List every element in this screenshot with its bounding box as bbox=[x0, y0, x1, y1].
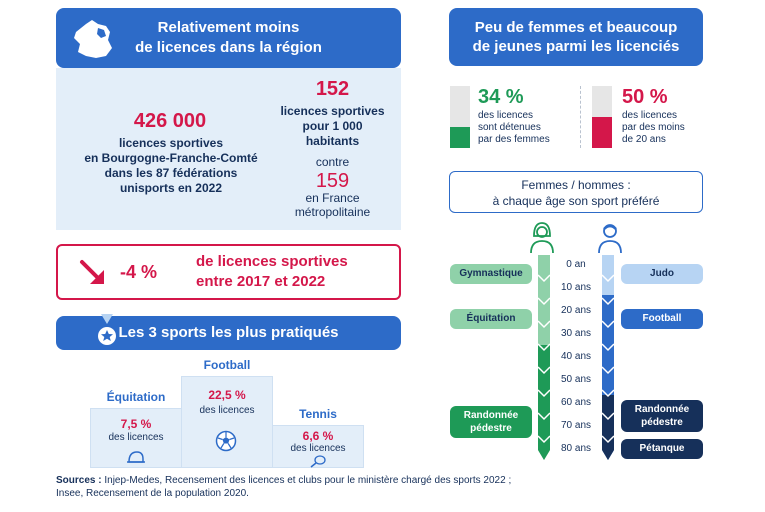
man-icon bbox=[598, 224, 622, 254]
regional-header-line1: Relativement moins bbox=[157, 19, 300, 36]
rando-line: pédestre bbox=[470, 423, 512, 434]
podium-sport-sub: des licences bbox=[199, 405, 255, 416]
per-1000-text-line: pour 1 000 bbox=[302, 119, 363, 133]
podium-tennis bbox=[272, 425, 364, 468]
women-share-bar-fill bbox=[450, 127, 470, 148]
downward-arrow-icon bbox=[80, 260, 104, 284]
age-label: 30 ans bbox=[560, 328, 592, 339]
age-label: 80 ans bbox=[560, 443, 592, 454]
podium-sport-name: Tennis bbox=[299, 407, 337, 421]
men-sport-judo: Judo bbox=[621, 264, 703, 284]
stats-separator bbox=[580, 86, 581, 148]
evolution-percentage: -4 % bbox=[120, 262, 158, 282]
young-share-bar-fill bbox=[592, 117, 612, 148]
young-text-line: de 20 ans bbox=[622, 134, 666, 145]
age-label: 70 ans bbox=[560, 420, 592, 431]
women-text-line: des licences bbox=[478, 110, 534, 121]
licences-per-1000-region: 152 bbox=[315, 78, 350, 100]
licences-text-line: dans les 87 fédérations bbox=[104, 166, 238, 180]
evolution-panel bbox=[56, 244, 401, 300]
podium-sport-pct: 22,5 % bbox=[208, 388, 246, 402]
gender-age-header: Peu de femmes et beaucoup de jeunes parm… bbox=[449, 8, 703, 66]
sources-line2: Insee, Recensement de la population 2020… bbox=[56, 488, 249, 499]
evolution-line2: entre 2017 et 2022 bbox=[196, 273, 326, 290]
gender-header-line1: Peu de femmes et beaucoup bbox=[474, 19, 678, 36]
licences-text-line: unisports en 2022 bbox=[119, 181, 223, 195]
rando-line: pédestre bbox=[641, 417, 683, 428]
podium-sport-sub: des licences bbox=[290, 443, 346, 454]
men-sport-football: Football bbox=[621, 309, 703, 329]
young-text-line: des licences bbox=[622, 110, 678, 121]
sources-label: Sources : bbox=[56, 475, 102, 486]
rando-line: Randonnée bbox=[634, 404, 690, 415]
france-map-icon bbox=[74, 20, 112, 58]
contre-label: contre bbox=[315, 155, 350, 169]
women-share-pct: 34 % bbox=[478, 86, 524, 108]
women-text-line: par des femmes bbox=[478, 134, 550, 145]
licences-text-line: licences sportives bbox=[118, 136, 224, 150]
young-text-line: par des moins bbox=[622, 122, 685, 133]
rando-line: Randonnée bbox=[463, 410, 519, 421]
tennis-racket-icon bbox=[310, 455, 326, 468]
evolution-description: de licences sportives entre 2017 et 2022 bbox=[196, 252, 396, 292]
podium-sport-name: Football bbox=[203, 358, 251, 372]
gender-header-line2: de jeunes parmi les licenciés bbox=[472, 38, 680, 55]
age-label: 0 an bbox=[566, 259, 586, 270]
evolution-line1: de licences sportives bbox=[196, 253, 348, 270]
age-title-line2: à chaque âge son sport préféré bbox=[492, 194, 660, 208]
licences-per-1000-france: 159 bbox=[315, 170, 350, 192]
young-share-description: des licences par des moins de 20 ans bbox=[622, 110, 712, 146]
regional-licences-header: Relativement moins de licences dans la r… bbox=[56, 8, 401, 68]
women-sport-randonnee: Randonnée pédestre bbox=[450, 406, 532, 438]
sources-line1: Injep-Medes, Recensement des licences et… bbox=[101, 475, 512, 486]
licences-per-1000-description: licences sportives pour 1 000 habitants bbox=[260, 104, 405, 149]
women-sport-gymnastique: Gymnastique bbox=[450, 264, 532, 284]
podium-sport-sub: des licences bbox=[108, 432, 164, 443]
age-label: 50 ans bbox=[560, 374, 592, 385]
age-timeline bbox=[537, 255, 615, 460]
horse-helmet-icon bbox=[127, 451, 145, 463]
podium-football bbox=[181, 376, 273, 468]
men-sport-petanque: Pétanque bbox=[621, 439, 703, 459]
licences-count: 426 000 bbox=[133, 110, 207, 132]
women-sport-equitation: Équitation bbox=[450, 309, 532, 329]
per-1000-text-line: licences sportives bbox=[280, 104, 385, 118]
podium-sport-name: Équitation bbox=[106, 390, 166, 404]
young-share-pct: 50 % bbox=[622, 86, 668, 108]
france-description: en France métropolitaine bbox=[270, 191, 395, 219]
women-text-line: sont détenues bbox=[478, 122, 541, 133]
licences-count-description: licences sportives en Bourgogne-Franche-… bbox=[56, 136, 286, 196]
medal-icon bbox=[98, 314, 116, 345]
regional-stats-panel bbox=[56, 68, 401, 230]
regional-header-line2: de licences dans la région bbox=[135, 39, 322, 56]
france-text-line: en France bbox=[305, 191, 360, 205]
age-sport-title: Femmes / hommes : à chaque âge son sport… bbox=[449, 171, 703, 213]
woman-icon bbox=[530, 222, 554, 254]
women-share-description: des licences sont détenues par des femme… bbox=[478, 110, 573, 146]
age-title-line1: Femmes / hommes : bbox=[521, 178, 631, 192]
soccer-ball-icon bbox=[215, 430, 237, 452]
men-sport-randonnee: Randonnée pédestre bbox=[621, 400, 703, 432]
licences-text-line: en Bourgogne-Franche-Comté bbox=[84, 151, 258, 165]
france-text-line: métropolitaine bbox=[294, 205, 371, 219]
age-label: 40 ans bbox=[560, 351, 592, 362]
podium-equitation bbox=[90, 408, 182, 468]
age-label: 20 ans bbox=[560, 305, 592, 316]
per-1000-text-line: habitants bbox=[305, 134, 360, 148]
age-label: 10 ans bbox=[560, 282, 592, 293]
podium-sport-pct: 6,6 % bbox=[302, 429, 334, 443]
age-label: 60 ans bbox=[560, 397, 592, 408]
podium-sport-pct: 7,5 % bbox=[120, 417, 152, 431]
sources-note: Sources : Injep-Medes, Recensement des l… bbox=[56, 474, 756, 500]
